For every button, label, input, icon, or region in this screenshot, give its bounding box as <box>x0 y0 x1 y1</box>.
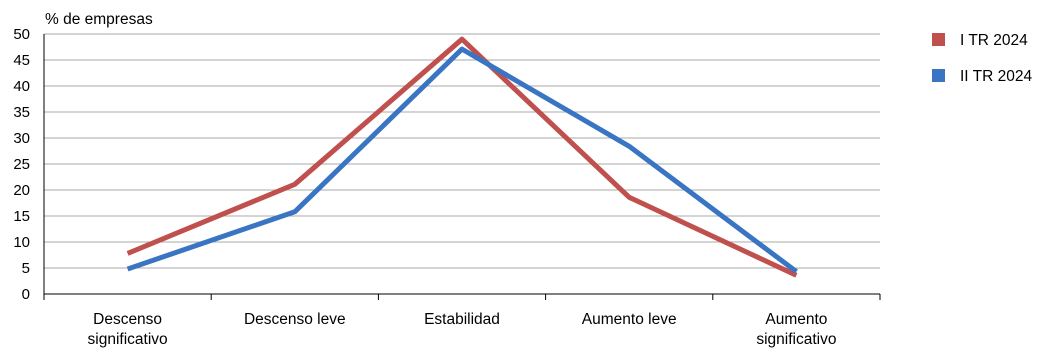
y-tick-label: 20 <box>13 182 30 199</box>
x-tick-label-line: Descenso <box>93 311 162 328</box>
x-tick-label: Descenso significativo <box>88 311 168 348</box>
y-tick-label: 15 <box>13 208 30 225</box>
y-tick-label: 50 <box>13 26 30 43</box>
x-tick-label: Estabilidad <box>424 311 500 328</box>
x-tick-label: Aumento leve <box>582 311 677 328</box>
y-axis: 0 5 10 15 20 25 30 35 40 45 50 <box>13 26 45 303</box>
legend-swatch <box>932 33 945 46</box>
x-tick-label-line: Descenso leve <box>244 311 346 328</box>
x-tick-label-line: significativo <box>756 331 836 348</box>
x-tick-label: Descenso leve <box>244 311 346 328</box>
y-tick-label: 25 <box>13 156 30 173</box>
x-tick-label-line: Aumento leve <box>582 311 677 328</box>
x-tick-label-line: Estabilidad <box>424 311 500 328</box>
series-line-2 <box>126 46 798 274</box>
series-line-1 <box>126 36 798 278</box>
y-tick-label: 0 <box>22 286 30 303</box>
gridlines <box>44 33 880 269</box>
x-tick-label: Aumento significativo <box>756 311 836 348</box>
y-tick-label: 35 <box>13 104 30 121</box>
y-tick-label: 5 <box>22 260 30 277</box>
y-tick-label: 30 <box>13 130 30 147</box>
legend-swatch <box>932 69 945 82</box>
y-tick-label: 40 <box>13 78 30 95</box>
legend: I TR 2024 II TR 2024 <box>932 32 1032 85</box>
x-axis: Descenso significativo Descenso leve Estabi… <box>43 293 881 348</box>
y-axis-title: % de empresas <box>45 11 153 28</box>
x-tick-label-line: significativo <box>88 331 168 348</box>
y-tick-label: 10 <box>13 234 30 251</box>
legend-label: I TR 2024 <box>960 32 1028 49</box>
legend-label: II TR 2024 <box>960 68 1032 85</box>
y-tick-label: 45 <box>13 52 30 69</box>
series-lines <box>126 36 798 278</box>
x-tick-label-line: Aumento <box>765 311 827 328</box>
